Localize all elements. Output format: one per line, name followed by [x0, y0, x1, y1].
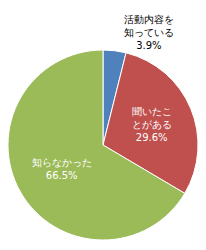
svg-text:聞いたことがある29.6%: 聞いたことがある29.6%: [132, 106, 172, 143]
svg-text:活動内容を知っている3.9%: 活動内容を知っている3.9%: [124, 14, 174, 51]
svg-text:知らなかった66.5%: 知らなかった66.5%: [32, 157, 92, 181]
